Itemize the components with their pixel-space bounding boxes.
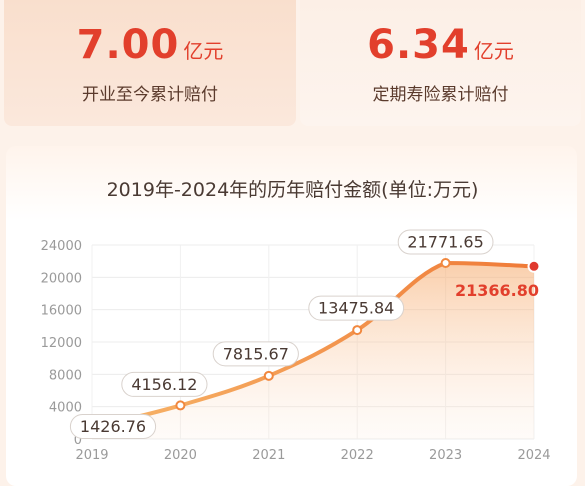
stat-label: 定期寿险累计赔付 xyxy=(372,84,509,105)
data-labels: 1426.76 4156.12 7815.67 13475.84 21771.65 213… xyxy=(69,229,539,439)
stat-value: 7.00 xyxy=(76,21,180,68)
data-label-bubble xyxy=(121,371,208,397)
stat-value-line: 6.34 亿元 xyxy=(367,22,514,68)
stat-card-term-life-claims: 6.34 亿元 定期寿险累计赔付 xyxy=(300,0,581,126)
x-tick-label: 2021 xyxy=(252,448,285,463)
stat-unit: 亿元 xyxy=(183,38,224,63)
data-label: 1426.76 xyxy=(80,417,146,436)
data-point xyxy=(440,258,451,269)
x-tick-label: 2022 xyxy=(341,448,374,463)
y-tick-label: 4000 xyxy=(49,401,82,416)
x-tick-label: 2023 xyxy=(429,448,462,463)
y-tick-label: 24000 xyxy=(41,239,82,254)
data-label: 13475.84 xyxy=(318,299,394,318)
y-tick-label: 20000 xyxy=(41,271,82,286)
y-tick-label: 12000 xyxy=(41,336,82,351)
chart-title: 2019年-2024年的历年赔付金额(单位:万元) xyxy=(106,179,479,201)
series-area xyxy=(92,263,534,439)
data-label-bubble xyxy=(308,295,405,321)
data-label: 4156.12 xyxy=(131,375,197,394)
axes: 0 4000 8000 12000 16000 20000 24000 2019 2020 202… xyxy=(41,239,551,463)
data-label: 21366.80 xyxy=(455,281,539,300)
series-line xyxy=(90,261,536,430)
x-tick-label: 2019 xyxy=(75,448,108,463)
data-point xyxy=(352,325,363,336)
data-point xyxy=(175,400,186,411)
data-label-bubble xyxy=(212,341,299,367)
data-label-bubble xyxy=(69,413,157,439)
x-tick-label: 2020 xyxy=(164,448,197,463)
stat-card-total-claims: 7.00 亿元 开业至今累计赔付 xyxy=(4,0,296,126)
stat-value: 6.34 xyxy=(367,21,470,68)
data-label: 7815.67 xyxy=(223,344,289,363)
y-tick-label: 8000 xyxy=(49,368,82,383)
stat-value-line: 7.00 亿元 xyxy=(77,22,224,68)
data-label-bubble xyxy=(397,229,494,255)
x-tick-label: 2024 xyxy=(517,448,550,463)
y-tick-label: 16000 xyxy=(41,304,82,319)
y-tick-label: 0 xyxy=(74,433,82,448)
series xyxy=(87,258,541,439)
stat-unit: 亿元 xyxy=(473,38,514,63)
stat-label: 开业至今累计赔付 xyxy=(82,84,218,105)
data-label: 21771.65 xyxy=(407,233,483,252)
data-point xyxy=(527,259,541,273)
data-point xyxy=(263,370,274,381)
